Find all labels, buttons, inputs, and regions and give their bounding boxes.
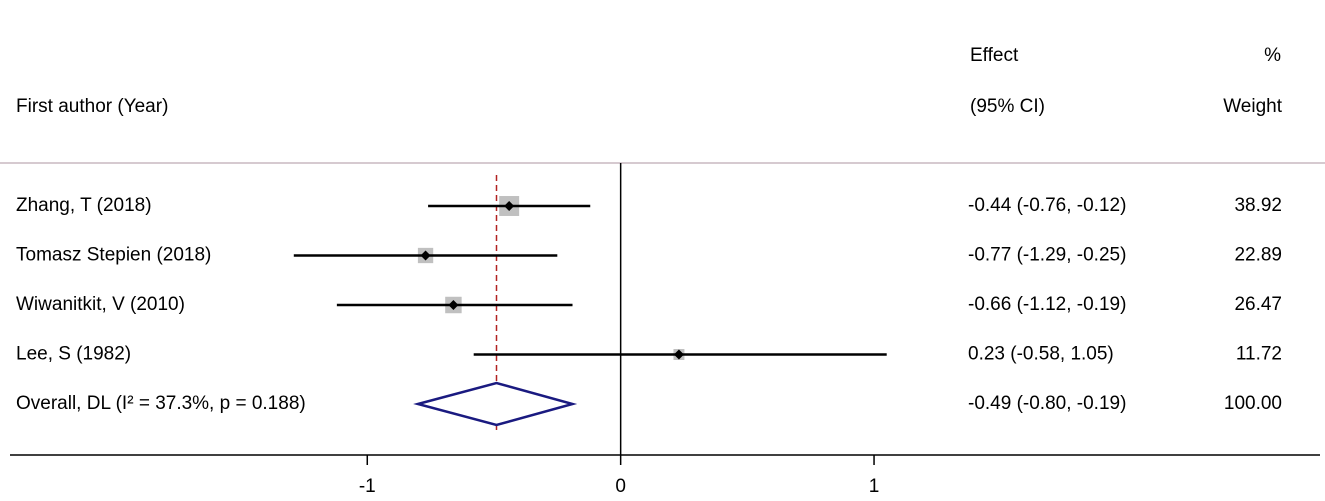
x-tick-label: 1 <box>869 476 880 497</box>
x-tick-label: -1 <box>359 476 376 497</box>
point-estimate <box>420 250 431 261</box>
point-estimate <box>673 349 684 360</box>
header-study: First author (Year) <box>16 96 168 117</box>
study-name: Tomasz Stepien (2018) <box>16 245 211 266</box>
weight-label: 100.00 <box>1224 393 1282 414</box>
effect-label: -0.44 (-0.76, -0.12) <box>968 195 1126 216</box>
overall-diamond <box>413 381 578 427</box>
effect-label: -0.49 (-0.80, -0.19) <box>968 393 1126 414</box>
weight-label: 38.92 <box>1234 195 1282 216</box>
header-weight: Weight <box>1223 96 1283 117</box>
header-ci: (95% CI) <box>970 96 1045 117</box>
effect-label: 0.23 (-0.58, 1.05) <box>968 344 1114 365</box>
effect-label: -0.77 (-1.29, -0.25) <box>968 245 1126 266</box>
weight-label: 26.47 <box>1234 294 1282 315</box>
overall-name: Overall, DL (I² = 37.3%, p = 0.188) <box>16 393 306 414</box>
effect-label: -0.66 (-1.12, -0.19) <box>968 294 1126 315</box>
study-name: Wiwanitkit, V (2010) <box>16 294 185 315</box>
weight-label: 22.89 <box>1234 245 1282 266</box>
study-name: Lee, S (1982) <box>16 344 131 365</box>
point-estimate <box>448 300 459 310</box>
header-effect: Effect <box>970 45 1019 66</box>
point-estimate <box>504 201 515 211</box>
x-tick-label: 0 <box>615 476 626 497</box>
study-name: Zhang, T (2018) <box>16 195 152 216</box>
header-pct: % <box>1264 45 1281 66</box>
weight-label: 11.72 <box>1236 344 1282 365</box>
